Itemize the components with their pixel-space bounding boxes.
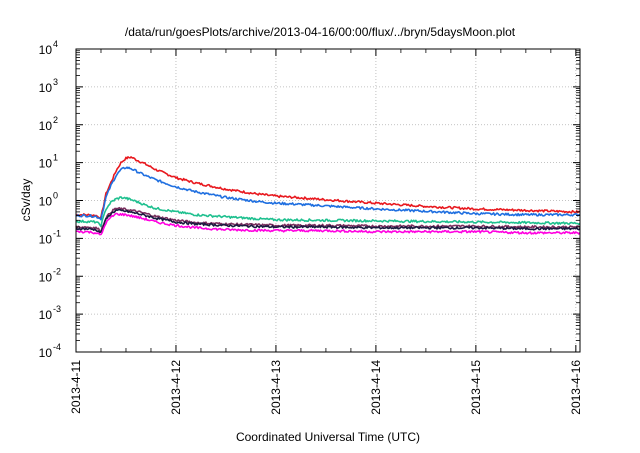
x-tick-label: 2013-4-13 (269, 360, 283, 415)
x-axis-ticks: 2013-4-11 2013-4-12 2013-4-13 2013-4-14 2013… (69, 49, 583, 415)
y-tick-exponent: -2 (53, 266, 61, 276)
chart-title: /data/run/goesPlots/archive/2013-04-16/0… (125, 25, 516, 39)
grid (76, 49, 580, 352)
y-tick-exponent: -1 (53, 228, 61, 238)
x-tick-label: 2013-4-11 (69, 360, 83, 414)
x-tick-label: 2013-4-14 (369, 360, 383, 415)
y-tick-exponent: -3 (53, 304, 61, 314)
x-tick-label: 2013-4-15 (469, 360, 483, 415)
y-tick-exponent: 1 (53, 153, 58, 163)
x-axis-label: Coordinated Universal Time (UTC) (236, 430, 420, 444)
y-tick-exponent: 2 (53, 115, 58, 125)
y-tick-label: 10 (39, 81, 53, 95)
x-tick-label: 2013-4-12 (169, 360, 183, 415)
series-line-6 (75, 212, 581, 236)
y-tick-label: 10 (39, 308, 53, 322)
x-tick-label: 2013-4-16 (569, 360, 583, 415)
y-tick-exponent: 3 (53, 77, 58, 87)
y-tick-label: 10 (39, 119, 53, 133)
series-line-5 (75, 208, 581, 234)
y-tick-exponent: 0 (53, 191, 58, 201)
series-line-2 (75, 166, 580, 221)
y-axis-label: cSv/day (19, 179, 33, 222)
y-tick-exponent: 4 (53, 39, 58, 49)
y-tick-label: 10 (39, 43, 53, 57)
y-tick-label: 10 (39, 346, 53, 360)
y-tick-label: 10 (39, 232, 53, 246)
y-tick-label: 10 (39, 195, 53, 209)
y-tick-exponent: -4 (53, 342, 61, 352)
y-tick-label: 10 (39, 157, 53, 171)
series-layer (75, 156, 581, 236)
series-line-1 (75, 156, 581, 219)
series-line-3 (75, 196, 581, 228)
y-tick-label: 10 (39, 270, 53, 284)
